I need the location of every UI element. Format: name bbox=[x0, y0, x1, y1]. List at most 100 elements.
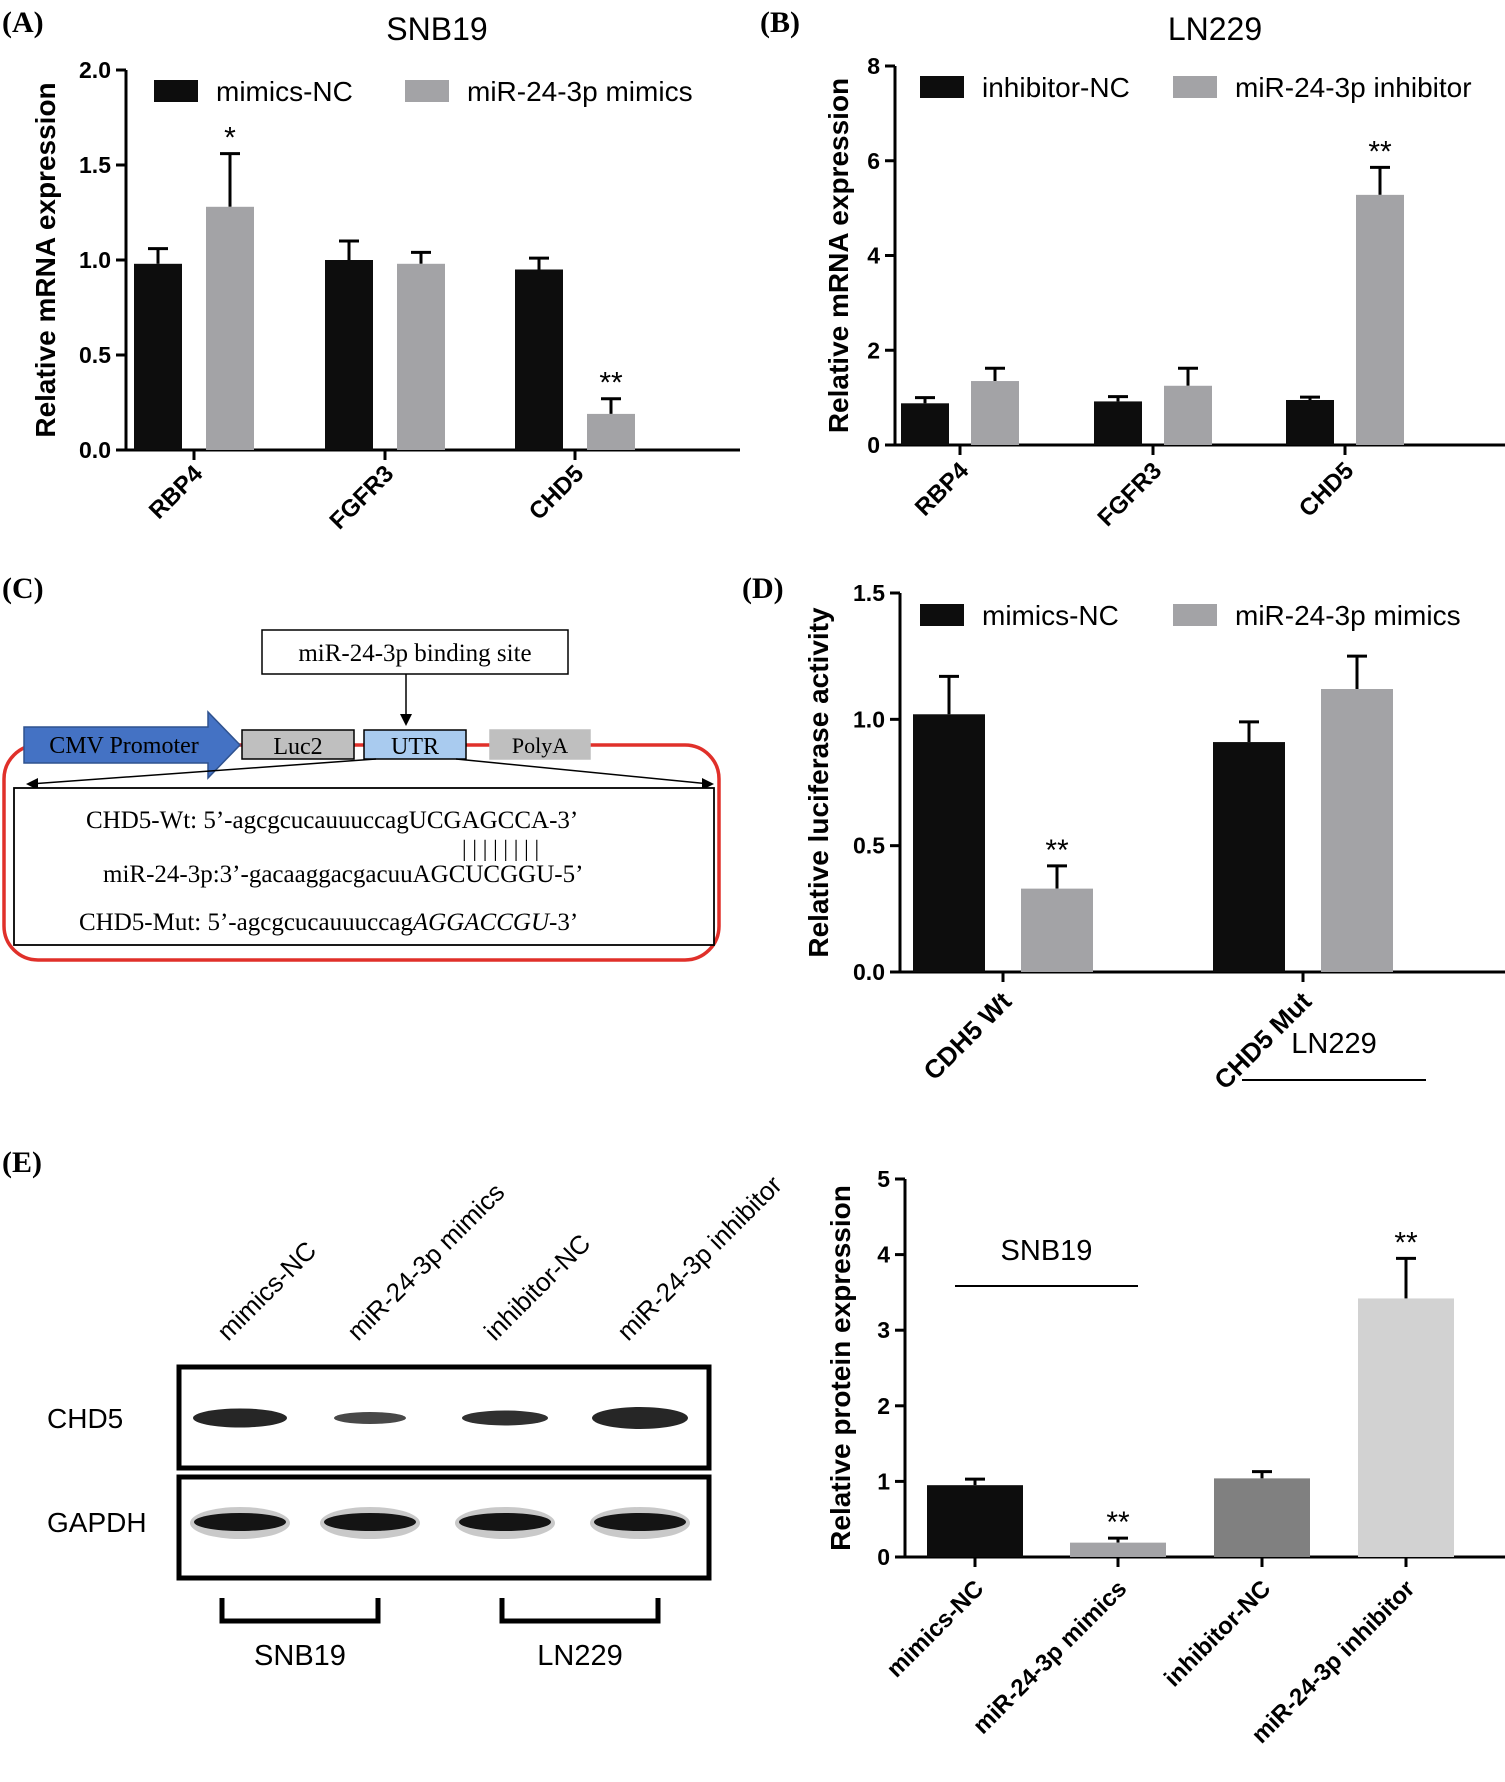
y-tick-label: 0.5 bbox=[79, 342, 111, 368]
blot-lane-label: mimics-NC bbox=[211, 1235, 322, 1346]
sequence-box bbox=[13, 787, 715, 946]
bar bbox=[1021, 888, 1093, 972]
y-tick-label: 1.0 bbox=[853, 706, 885, 732]
blot-row-label-gapdh: GAPDH bbox=[47, 1507, 147, 1538]
y-tick-label: 0 bbox=[877, 1544, 890, 1570]
x-tick-label: RBP4 bbox=[144, 460, 209, 525]
expand-line-left bbox=[29, 758, 377, 785]
x-tick-label: FGFR3 bbox=[1093, 457, 1168, 532]
chd5-band bbox=[592, 1407, 688, 1429]
significance-label: ** bbox=[1394, 1226, 1418, 1259]
bar bbox=[1164, 385, 1212, 445]
bar bbox=[913, 714, 985, 972]
x-tick-label: mimics-NC bbox=[881, 1575, 989, 1683]
chart-b-ln229-mrna: 0 2 4 6 8 Relative mRNA expression LN229 RBP4 FG… bbox=[823, 11, 1505, 532]
bar bbox=[587, 413, 635, 450]
y-axis-label: Relative mRNA expression bbox=[823, 78, 854, 433]
x-tick-label: miR-24-3p mimics bbox=[968, 1575, 1132, 1739]
snb19-bracket bbox=[219, 1598, 381, 1624]
y-tick-label: 0.0 bbox=[79, 437, 111, 463]
bar bbox=[1286, 399, 1334, 445]
blot-lane-label: inhibitor-NC bbox=[478, 1228, 596, 1346]
y-tick-label: 0.0 bbox=[853, 959, 885, 985]
y-tick-label: 2.0 bbox=[79, 57, 111, 83]
legend-swatch bbox=[154, 80, 198, 102]
ln229-bracket bbox=[499, 1598, 661, 1624]
chd5-band bbox=[334, 1412, 406, 1424]
bar bbox=[515, 269, 563, 450]
x-tick-label: miR-24-3p inhibitor bbox=[1247, 1575, 1421, 1749]
x-tick-label: CHD5 bbox=[1294, 457, 1359, 522]
blot-bands bbox=[190, 1407, 690, 1539]
utr-label: UTR bbox=[391, 734, 439, 760]
binding-site-box bbox=[261, 629, 569, 675]
group-label: SNB19 bbox=[1001, 1235, 1093, 1267]
panel-label-e: (E) bbox=[2, 1146, 42, 1179]
legend-swatch bbox=[1173, 76, 1217, 98]
y-tick-label: 3 bbox=[877, 1317, 890, 1343]
chart-title: LN229 bbox=[1168, 11, 1262, 47]
bar bbox=[1321, 689, 1393, 972]
legend-label: inhibitor-NC bbox=[982, 72, 1130, 103]
bar bbox=[134, 263, 182, 450]
expand-arrow-right bbox=[702, 778, 714, 790]
y-axis-label: Relative mRNA expression bbox=[30, 82, 61, 437]
blot-lane-label: miR-24-3p inhibitor bbox=[611, 1169, 788, 1346]
chd5-band bbox=[462, 1410, 548, 1426]
gapdh-band bbox=[324, 1513, 416, 1531]
cmv-promoter-label: CMV Promoter bbox=[49, 733, 199, 759]
legend-label: mimics-NC bbox=[216, 76, 353, 107]
legend-label: miR-24-3p inhibitor bbox=[1235, 72, 1472, 103]
significance-label: ** bbox=[1368, 135, 1392, 168]
bar bbox=[927, 1485, 1023, 1557]
legend-label: mimics-NC bbox=[982, 600, 1119, 631]
y-tick-label: 2 bbox=[877, 1393, 890, 1419]
bar bbox=[1070, 1542, 1166, 1557]
x-tick-label: RBP4 bbox=[910, 457, 975, 522]
y-tick-label: 8 bbox=[867, 53, 880, 79]
bar bbox=[1356, 194, 1404, 445]
chart-e-protein: 0 1 2 3 4 5 Relative protein expression mimics-… bbox=[825, 1028, 1505, 1749]
bar bbox=[1358, 1298, 1454, 1557]
bar bbox=[1213, 742, 1285, 972]
y-tick-label: 0 bbox=[867, 432, 880, 458]
chart-d-luciferase: 0.0 0.5 1.0 1.5 Relative luciferase activity… bbox=[803, 580, 1505, 1095]
expand-arrow-left bbox=[26, 778, 38, 790]
x-tick-label: CDH5 Wt bbox=[917, 986, 1017, 1086]
construct-diagram: miR-24-3p binding site CMV Promoter Luc2… bbox=[2, 629, 721, 962]
y-tick-label: 5 bbox=[877, 1166, 890, 1192]
significance-label: ** bbox=[1045, 834, 1069, 867]
binding-arrow-head bbox=[400, 714, 412, 726]
y-tick-label: 1.0 bbox=[79, 247, 111, 273]
significance-label: ** bbox=[599, 367, 623, 400]
panel-label-c: (C) bbox=[2, 572, 44, 605]
panel-label-a: (A) bbox=[2, 6, 44, 39]
legend-label: miR-24-3p mimics bbox=[467, 76, 693, 107]
bar bbox=[1094, 401, 1142, 445]
significance-label: ** bbox=[1106, 1506, 1130, 1539]
blot-group-snb19: SNB19 bbox=[254, 1640, 346, 1672]
y-axis-label: Relative protein expression bbox=[825, 1185, 856, 1551]
cmv-promoter-arrow bbox=[23, 710, 242, 780]
mir-sequence: miR-24-3p:3’-gacaaggacgacuuAGCUCGGU-5’ bbox=[103, 861, 583, 888]
gapdh-band bbox=[594, 1513, 686, 1531]
group-label: LN229 bbox=[1291, 1028, 1376, 1060]
wt-sequence: CHD5-Wt: 5’-agcgcucauuuccagUCGAGCCA-3’ bbox=[86, 807, 578, 834]
x-tick-label: inhibitor-NC bbox=[1159, 1575, 1276, 1692]
y-tick-label: 1.5 bbox=[79, 152, 111, 178]
y-tick-label: 1.5 bbox=[853, 580, 885, 606]
chd5-band bbox=[193, 1408, 287, 1428]
legend-swatch bbox=[920, 604, 964, 626]
significance-label: * bbox=[224, 122, 236, 155]
panel-label-d: (D) bbox=[742, 572, 784, 605]
panel-label-b: (B) bbox=[760, 6, 800, 39]
chart-title: SNB19 bbox=[386, 11, 487, 47]
x-tick-label: FGFR3 bbox=[325, 460, 400, 535]
plasmid-outline bbox=[2, 743, 721, 962]
y-tick-label: 4 bbox=[877, 1242, 890, 1268]
blot-row-label-chd5: CHD5 bbox=[47, 1403, 123, 1434]
expand-line-right bbox=[455, 758, 711, 785]
